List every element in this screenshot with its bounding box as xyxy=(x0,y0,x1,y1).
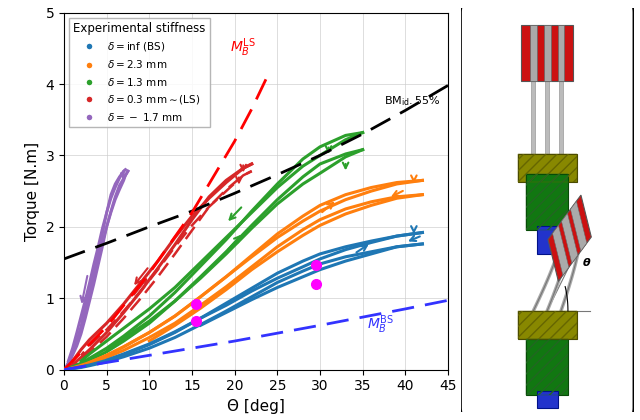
Bar xyxy=(527,339,568,396)
Bar xyxy=(521,24,573,81)
Bar xyxy=(518,311,577,339)
Text: $\mathrm{BM_{id}.55\%}$: $\mathrm{BM_{id}.55\%}$ xyxy=(384,94,440,108)
Bar xyxy=(527,339,568,396)
Bar xyxy=(518,154,577,182)
Text: $\boldsymbol{\theta}$: $\boldsymbol{\theta}$ xyxy=(582,257,591,268)
Bar xyxy=(537,226,557,255)
Polygon shape xyxy=(548,195,591,281)
Bar xyxy=(531,81,536,162)
Bar xyxy=(559,81,563,162)
Bar xyxy=(544,24,550,81)
Bar xyxy=(527,174,568,230)
Polygon shape xyxy=(552,226,569,275)
Legend: $\delta = \mathrm{inf\ (BS)}$, $\delta = 2.3\ \mathrm{mm}$, $\delta = 1.3\ \math: $\delta = \mathrm{inf\ (BS)}$, $\delta =… xyxy=(69,18,210,127)
Bar xyxy=(545,81,549,162)
Bar xyxy=(518,154,577,182)
Bar xyxy=(537,391,557,407)
Bar xyxy=(530,24,537,81)
Text: $\boldsymbol{\delta}$: $\boldsymbol{\delta}$ xyxy=(573,240,582,252)
Text: $M_B^{\mathrm{BS}}$: $M_B^{\mathrm{BS}}$ xyxy=(367,313,394,336)
X-axis label: Θ [deg]: Θ [deg] xyxy=(227,399,285,414)
Bar xyxy=(527,174,568,230)
Bar xyxy=(557,24,564,81)
Text: $M_B^{\mathrm{LS}}$: $M_B^{\mathrm{LS}}$ xyxy=(230,36,257,59)
Y-axis label: Torque [N.m]: Torque [N.m] xyxy=(25,142,40,241)
FancyBboxPatch shape xyxy=(461,4,634,416)
Polygon shape xyxy=(561,213,578,263)
Polygon shape xyxy=(570,201,587,251)
Bar xyxy=(518,311,577,339)
